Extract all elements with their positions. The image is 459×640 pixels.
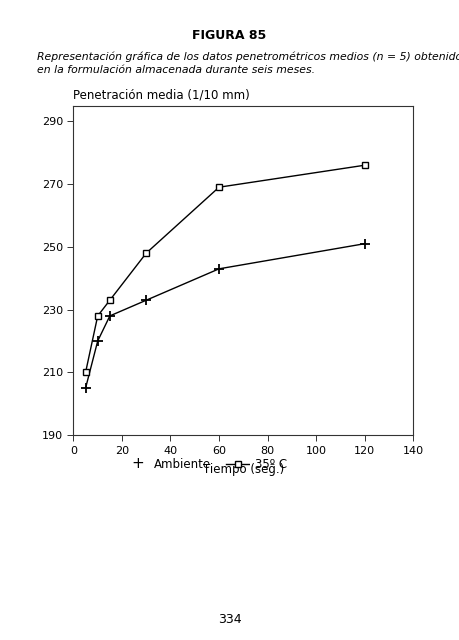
- Text: en la formulación almacenada durante seis meses.: en la formulación almacenada durante sei…: [37, 65, 315, 76]
- Text: Representación gráfica de los datos penetrométricos medios (n = 5) obtenidos: Representación gráfica de los datos pene…: [37, 51, 459, 61]
- Text: Ambiente: Ambiente: [154, 458, 211, 470]
- Text: 35º C: 35º C: [255, 458, 287, 470]
- Text: FIGURA 85: FIGURA 85: [192, 29, 267, 42]
- Text: +: +: [131, 456, 144, 472]
- X-axis label: Tiempo (seg.): Tiempo (seg.): [202, 463, 284, 476]
- Text: 334: 334: [218, 613, 241, 626]
- Text: Penetración media (1/10 mm): Penetración media (1/10 mm): [73, 89, 250, 102]
